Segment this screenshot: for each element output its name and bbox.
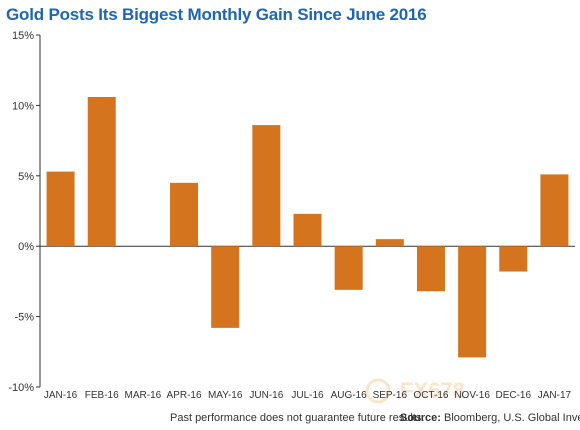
x-tick-label: JAN-17	[538, 390, 572, 401]
bar-sep-16	[375, 239, 404, 247]
source-note: Source: Bloomberg, U.S. Global Investors	[400, 412, 580, 424]
bar-may-16	[211, 246, 240, 328]
watermark: FX678	[365, 378, 465, 404]
bar-jan-16	[46, 171, 75, 247]
x-tick-label: NOV-16	[454, 390, 490, 401]
x-tick-label: SEP-16	[373, 390, 408, 401]
x-tick-label: OCT-16	[413, 390, 448, 401]
x-tick-label: MAR-16	[125, 390, 162, 401]
bar-jul-16	[293, 213, 322, 247]
x-tick-label: DEC-16	[495, 390, 531, 401]
axes	[36, 34, 575, 388]
chart-title: Gold Posts Its Biggest Monthly Gain Sinc…	[6, 5, 427, 24]
y-tick-label: 5%	[18, 171, 34, 183]
y-tick-label: -5%	[14, 312, 34, 324]
x-tick-label: JUL-16	[291, 390, 324, 401]
x-tick-label: AUG-16	[331, 390, 368, 401]
watermark-text: FX678	[400, 378, 465, 403]
bar-jan-17	[540, 174, 569, 247]
watermark-logo	[365, 378, 391, 404]
source-label: Source:	[400, 412, 441, 424]
x-tick-label: APR-16	[167, 390, 202, 401]
bars	[46, 96, 569, 358]
bar-apr-16	[170, 182, 199, 247]
y-tick-label: 10%	[12, 100, 34, 112]
y-tick-label: -10%	[8, 382, 34, 394]
x-tick-label: FEB-16	[85, 390, 119, 401]
bar-nov-16	[458, 246, 487, 358]
x-tick-label: JUN-16	[249, 390, 283, 401]
bar-jun-16	[252, 125, 281, 247]
bar-dec-16	[499, 246, 528, 272]
source-text: Bloomberg, U.S. Global Investors	[444, 412, 580, 424]
y-tick-label: 15%	[12, 30, 34, 42]
tick-labels: 15% 10% 5% 0% -5% -10% JAN-16 FEB-16 MAR-16 APR-1…	[8, 30, 571, 401]
bar-oct-16	[416, 246, 445, 292]
x-tick-label: MAY-16	[208, 390, 243, 401]
bar-feb-16	[87, 96, 116, 247]
bar-aug-16	[334, 246, 363, 290]
y-tick-label: 0%	[18, 241, 34, 253]
x-tick-label: JAN-16	[44, 390, 78, 401]
disclaimer-text: Past performance does not guarantee futu…	[170, 412, 425, 424]
